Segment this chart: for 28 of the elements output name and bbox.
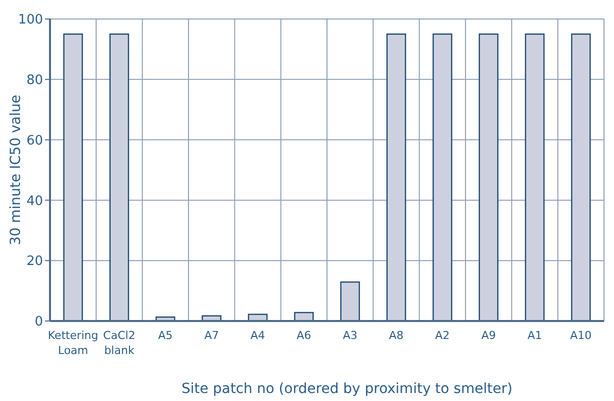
- bar: [340, 281, 360, 322]
- x-tick-label: A8: [388, 329, 404, 342]
- bar: [478, 34, 498, 322]
- bar: [109, 34, 130, 322]
- y-tick-label: 80: [26, 72, 43, 88]
- x-tick-label: A2: [435, 329, 450, 342]
- y-tick-label: 100: [18, 12, 43, 28]
- bar: [63, 34, 83, 322]
- x-tick-label: A4: [250, 329, 266, 342]
- bar: [571, 34, 591, 322]
- x-tick-label: A5: [158, 329, 173, 342]
- x-tick-label: A9: [481, 329, 496, 342]
- bar: [432, 34, 452, 322]
- y-tick-label: 60: [26, 133, 43, 148]
- bar: [386, 34, 406, 322]
- x-tick-label: A10: [570, 329, 592, 342]
- x-tick-label: Kettering Loam: [48, 329, 98, 357]
- x-tick-label: A7: [204, 329, 219, 342]
- y-tick-label: 0: [34, 314, 43, 330]
- y-tick-label: 40: [26, 194, 43, 209]
- bar: [524, 34, 545, 322]
- x-axis-title: Site patch no (ordered by proximity to smelter): [182, 381, 512, 397]
- x-tick-label: CaCl2 blank: [103, 329, 136, 357]
- y-axis-title: 30 minute IC50 value: [8, 94, 24, 246]
- x-tick-label: A6: [296, 329, 312, 342]
- x-tick-label: A1: [527, 329, 542, 342]
- x-tick-label: A3: [342, 329, 358, 342]
- y-tick-label: 20: [26, 254, 43, 270]
